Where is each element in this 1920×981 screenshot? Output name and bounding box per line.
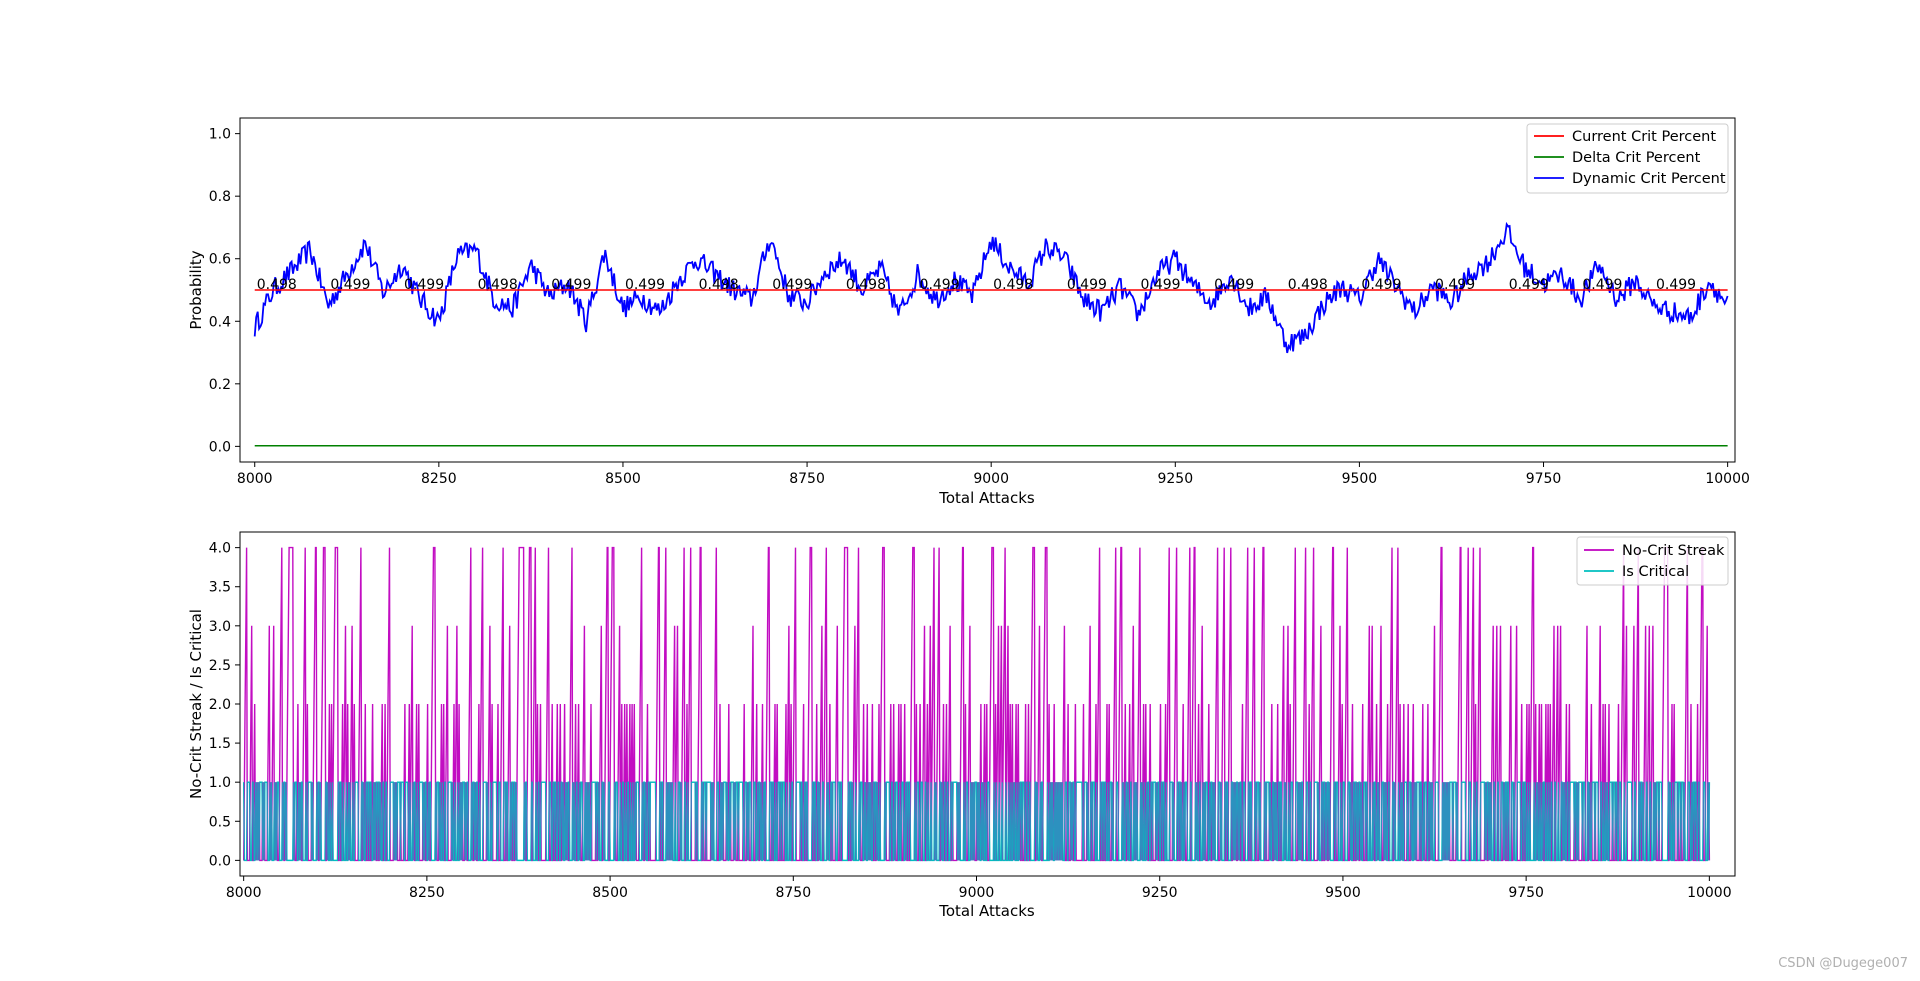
top-legend-box xyxy=(1526,123,1729,194)
annotation-label: 0.499 xyxy=(920,277,960,293)
legend-label-delta-crit: Delta Crit Percent xyxy=(1572,150,1701,166)
bottom-subplot: 8000 8250 8500 8750 9000 9250 9500 9750 10000 0.… xyxy=(187,531,1736,920)
x-tick-label: 8750 xyxy=(789,471,825,487)
y-tick-label: 0.4 xyxy=(209,314,231,330)
y-tick-label: 3.5 xyxy=(209,580,231,596)
bottom-y-ticks: 0.0 0.5 1.0 1.5 2.0 2.5 3.0 3.5 4.0 xyxy=(209,541,240,869)
top-axes-frame xyxy=(239,117,1736,463)
x-tick-label: 9500 xyxy=(1342,471,1378,487)
legend-label-no-crit-streak: No-Crit Streak xyxy=(1622,543,1725,559)
y-tick-label: 0.6 xyxy=(209,252,231,268)
y-tick-label: 0.8 xyxy=(209,189,231,205)
annotation-label: 0.499 xyxy=(772,277,812,293)
y-tick-label: 2.0 xyxy=(209,697,231,713)
annotation-label: 0.498 xyxy=(1288,277,1328,293)
x-tick-label: 8000 xyxy=(237,471,273,487)
x-tick-label: 9750 xyxy=(1526,471,1562,487)
series-line-dynamic-crit-percent xyxy=(253,221,1729,354)
annotation-label: 0.499 xyxy=(1509,277,1549,293)
annotation-label: 0.499 xyxy=(1582,277,1622,293)
annotation-label: 0.499 xyxy=(1214,277,1254,293)
y-tick-label: 0.5 xyxy=(209,814,231,830)
bottom-x-ticks: 8000 8250 8500 8750 9000 9250 9500 9750 10000 xyxy=(226,876,1732,901)
x-tick-label: 9000 xyxy=(959,885,995,901)
y-tick-label: 2.5 xyxy=(209,658,231,674)
bottom-legend-box xyxy=(1576,536,1729,586)
top-legend: Current Crit Percent Delta Crit Percent … xyxy=(1526,123,1729,194)
x-tick-label: 8500 xyxy=(592,885,628,901)
bottom-legend: No-Crit Streak Is Critical xyxy=(1576,536,1729,586)
x-tick-label: 9500 xyxy=(1325,885,1361,901)
x-tick-label: 9000 xyxy=(973,471,1009,487)
annotation-label: 0.499 xyxy=(551,277,591,293)
annotation-label: 0.499 xyxy=(1140,277,1180,293)
x-tick-label: 8250 xyxy=(421,471,457,487)
series-line-is-critical-overlay xyxy=(243,781,1710,862)
annotation-label: 0.498 xyxy=(699,277,739,293)
y-tick-label: 0.0 xyxy=(209,439,231,455)
annotation-label: 0.498 xyxy=(257,277,297,293)
annotation-label: 0.499 xyxy=(404,277,444,293)
annotation-label: 0.498 xyxy=(846,277,886,293)
legend-label-current-crit: Current Crit Percent xyxy=(1572,129,1716,145)
top-y-axis-label: Probability xyxy=(187,250,205,329)
y-tick-label: 1.0 xyxy=(209,127,231,143)
x-tick-label: 10000 xyxy=(1687,885,1732,901)
x-tick-label: 10000 xyxy=(1705,471,1750,487)
top-plot-area: 0.498 0.499 0.499 0.498 0.499 0.499 0.498 0.499… xyxy=(253,221,1729,447)
y-tick-label: 1.5 xyxy=(209,736,231,752)
top-y-ticks: 0.0 0.2 0.4 0.6 0.8 1.0 xyxy=(209,127,240,455)
x-tick-label: 8000 xyxy=(226,885,262,901)
top-x-axis-label: Total Attacks xyxy=(938,489,1035,507)
annotation-label: 0.499 xyxy=(625,277,665,293)
bottom-y-axis-label: No-Crit Streak / Is Critical xyxy=(187,609,205,799)
annotation-label: 0.498 xyxy=(478,277,518,293)
x-tick-label: 9250 xyxy=(1157,471,1193,487)
legend-label-dynamic-crit: Dynamic Crit Percent xyxy=(1572,171,1726,187)
x-tick-label: 9750 xyxy=(1508,885,1544,901)
top-x-ticks: 8000 8250 8500 8750 9000 9250 9500 9750 10000 xyxy=(237,462,1750,487)
x-tick-label: 8500 xyxy=(605,471,641,487)
annotation-label: 0.499 xyxy=(1361,277,1401,293)
y-tick-label: 1.0 xyxy=(209,775,231,791)
legend-label-is-critical: Is Critical xyxy=(1622,564,1689,580)
x-tick-label: 8750 xyxy=(775,885,811,901)
annotation-label: 0.499 xyxy=(1435,277,1475,293)
watermark: CSDN @Dugege007 xyxy=(1778,956,1908,971)
annotation-label: 0.499 xyxy=(330,277,370,293)
y-tick-label: 4.0 xyxy=(209,541,231,557)
x-tick-label: 9250 xyxy=(1142,885,1178,901)
y-tick-label: 3.0 xyxy=(209,619,231,635)
annotation-label: 0.499 xyxy=(1656,277,1696,293)
top-subplot: 0.498 0.499 0.499 0.498 0.499 0.499 0.498 0.499… xyxy=(187,117,1750,507)
bottom-plot-area xyxy=(243,546,1711,862)
annotation-label: 0.499 xyxy=(1067,277,1107,293)
x-tick-label: 8250 xyxy=(409,885,445,901)
y-tick-label: 0.2 xyxy=(209,377,231,393)
y-tick-label: 0.0 xyxy=(209,853,231,869)
annotation-label: 0.498 xyxy=(993,277,1033,293)
bottom-x-axis-label: Total Attacks xyxy=(938,902,1035,920)
